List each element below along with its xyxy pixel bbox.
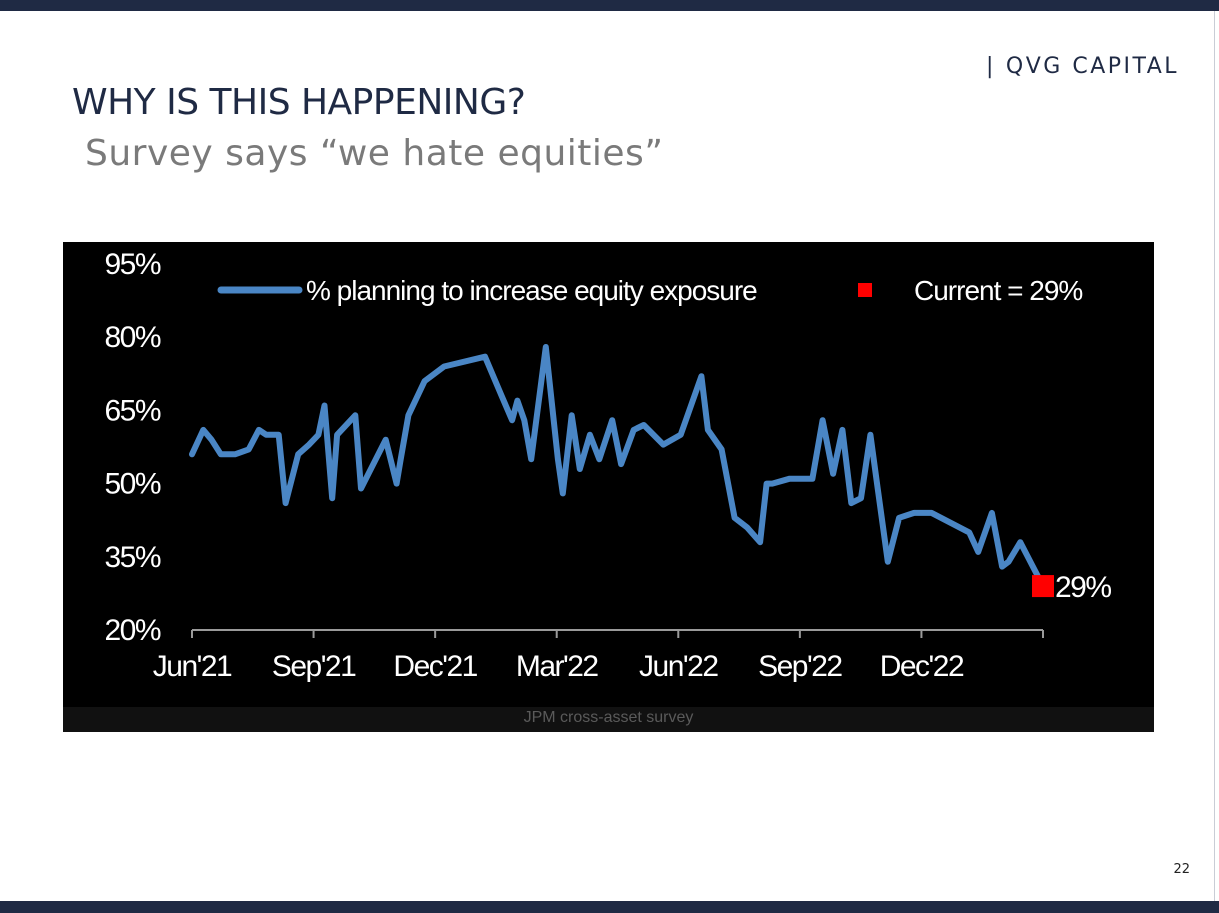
slide-right-edge <box>1214 11 1215 901</box>
chart-source-strip: JPM cross-asset survey <box>63 707 1154 732</box>
legend-current-label: Current = 29% <box>914 275 1082 306</box>
top-header-bar <box>0 0 1219 11</box>
y-tick-label: 80% <box>104 321 160 354</box>
brand-logo: | QVG CAPITAL <box>986 52 1196 82</box>
x-tick-label: Jun'22 <box>639 650 718 683</box>
brand-name: QVG CAPITAL <box>1005 54 1180 79</box>
x-tick-label: Dec'21 <box>393 650 477 683</box>
brand-separator: | <box>986 54 996 79</box>
y-tick-label: 65% <box>104 394 160 427</box>
y-tick-label: 35% <box>104 541 160 574</box>
line-chart: 20% 35% 50% 65% 80% 95% Jun'21 Sep'21 Dec'21 Mar'… <box>104 248 1112 683</box>
x-tick-label: Mar'22 <box>516 650 599 683</box>
series-line <box>189 344 1046 590</box>
y-tick-label: 95% <box>104 248 160 281</box>
y-tick-label: 50% <box>104 468 160 501</box>
bottom-footer-bar <box>0 901 1219 913</box>
chart-container: 20% 35% 50% 65% 80% 95% Jun'21 Sep'21 Dec'21 Mar'… <box>63 242 1154 732</box>
x-tick-label: Sep'21 <box>272 650 356 683</box>
slide-subtitle: Survey says “we hate equities” <box>85 133 664 174</box>
page-number: 22 <box>1173 862 1190 877</box>
chart-source: JPM cross-asset survey <box>523 709 694 726</box>
x-tick-label: Jun'21 <box>153 650 232 683</box>
x-tick-label: Sep'22 <box>758 650 842 683</box>
legend-current-swatch <box>858 283 872 297</box>
y-tick-label: 20% <box>104 614 160 647</box>
current-value-label: 29% <box>1055 571 1111 604</box>
current-value-marker <box>1032 575 1054 598</box>
legend-series-label: % planning to increase equity exposure <box>306 275 757 306</box>
slide-title: WHY IS THIS HAPPENING? <box>72 82 526 123</box>
x-tick-label: Dec'22 <box>880 650 964 683</box>
